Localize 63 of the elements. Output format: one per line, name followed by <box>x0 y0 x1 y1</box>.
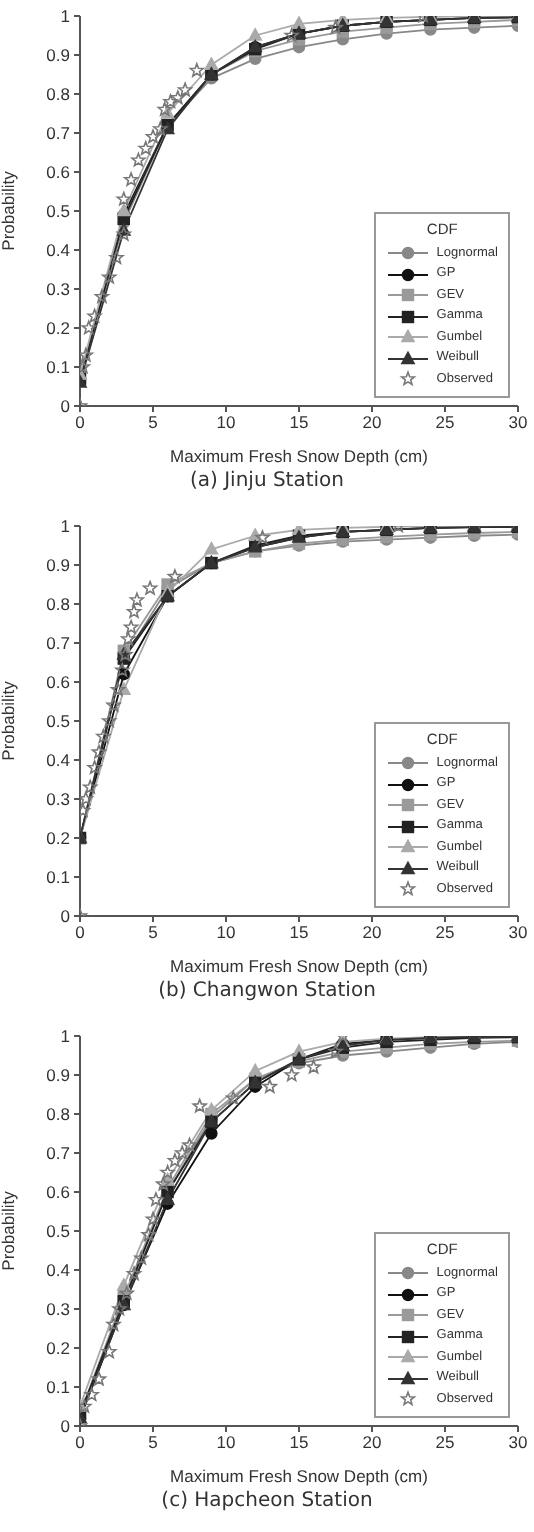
y-tick-label: 0.2 <box>46 318 71 339</box>
y-tick-label: 1 <box>60 516 71 537</box>
y-tick-label: 0.5 <box>46 711 71 732</box>
y-tick-label: 0.8 <box>46 1104 71 1125</box>
y-tick-label: 0.9 <box>46 45 71 66</box>
x-tick-label: 30 <box>508 1432 528 1453</box>
y-tick-label: 1 <box>60 6 71 27</box>
x-tick-label: 25 <box>435 412 455 433</box>
y-tick-label: 0.6 <box>46 672 71 693</box>
y-tick-label: 0.4 <box>46 750 71 771</box>
x-tick-label: 5 <box>148 412 159 433</box>
x-axis-title: Maximum Fresh Snow Depth (cm) <box>170 1466 429 1486</box>
text: (c) Hapcheon Station <box>159 1490 375 1512</box>
y-axis-title: Probability <box>0 169 19 251</box>
x-tick-label: 15 <box>289 922 309 943</box>
y-tick-label: 0.3 <box>46 789 71 810</box>
y-tick-label: 0.3 <box>46 1299 71 1320</box>
y-tick-label: 0.4 <box>46 240 71 261</box>
x-tick-label: 20 <box>362 1432 382 1453</box>
y-tick-label: 0.2 <box>46 1338 71 1359</box>
y-tick-label: 0 <box>60 906 71 927</box>
y-tick-label: 0.1 <box>46 357 71 378</box>
y-tick-label: 0 <box>60 1416 71 1437</box>
x-tick-label: 15 <box>289 412 309 433</box>
text: (b) Changwon Station <box>156 980 378 1002</box>
y-tick-label: 0 <box>60 396 71 417</box>
x-tick-label: 30 <box>508 922 528 943</box>
y-tick-label: 0.7 <box>46 1143 71 1164</box>
x-tick-label: 0 <box>75 412 86 433</box>
y-tick-label: 0.1 <box>46 1377 71 1398</box>
y-tick-label: 0.5 <box>46 201 71 222</box>
y-tick-label: 0.1 <box>46 867 71 888</box>
x-tick-label: 5 <box>148 922 159 943</box>
y-tick-label: 0.2 <box>46 828 71 849</box>
x-tick-label: 0 <box>75 922 86 943</box>
text: (a) Jinju Station <box>187 470 347 492</box>
x-tick-label: 20 <box>362 412 382 433</box>
x-tick-label: 5 <box>148 1432 159 1453</box>
x-tick-label: 15 <box>289 1432 309 1453</box>
x-tick-label: 0 <box>75 1432 86 1453</box>
x-tick-label: 25 <box>435 922 455 943</box>
y-tick-label: 0.9 <box>46 1065 71 1086</box>
y-tick-label: 0.8 <box>46 84 71 105</box>
x-tick-label: 10 <box>216 412 236 433</box>
y-tick-label: 0.5 <box>46 1221 71 1242</box>
y-tick-label: 0.9 <box>46 555 71 576</box>
y-tick-label: 0.7 <box>46 633 71 654</box>
x-axis-title: Maximum Fresh Snow Depth (cm) <box>170 446 429 466</box>
y-axis-title: Probability <box>0 679 19 761</box>
x-axis-title: Maximum Fresh Snow Depth (cm) <box>170 956 429 976</box>
x-tick-label: 10 <box>216 1432 236 1453</box>
y-tick-label: 0.4 <box>46 1260 71 1281</box>
y-tick-label: 0.6 <box>46 1182 71 1203</box>
x-tick-label: 25 <box>435 1432 455 1453</box>
y-tick-label: 0.6 <box>46 162 71 183</box>
y-tick-label: 0.8 <box>46 594 71 615</box>
x-tick-label: 20 <box>362 922 382 943</box>
y-tick-label: 1 <box>60 1026 71 1047</box>
x-tick-label: 10 <box>216 922 236 943</box>
y-tick-label: 0.7 <box>46 123 71 144</box>
x-tick-label: 30 <box>508 412 528 433</box>
y-tick-label: 0.3 <box>46 279 71 300</box>
y-axis-title: Probability <box>0 1189 19 1271</box>
